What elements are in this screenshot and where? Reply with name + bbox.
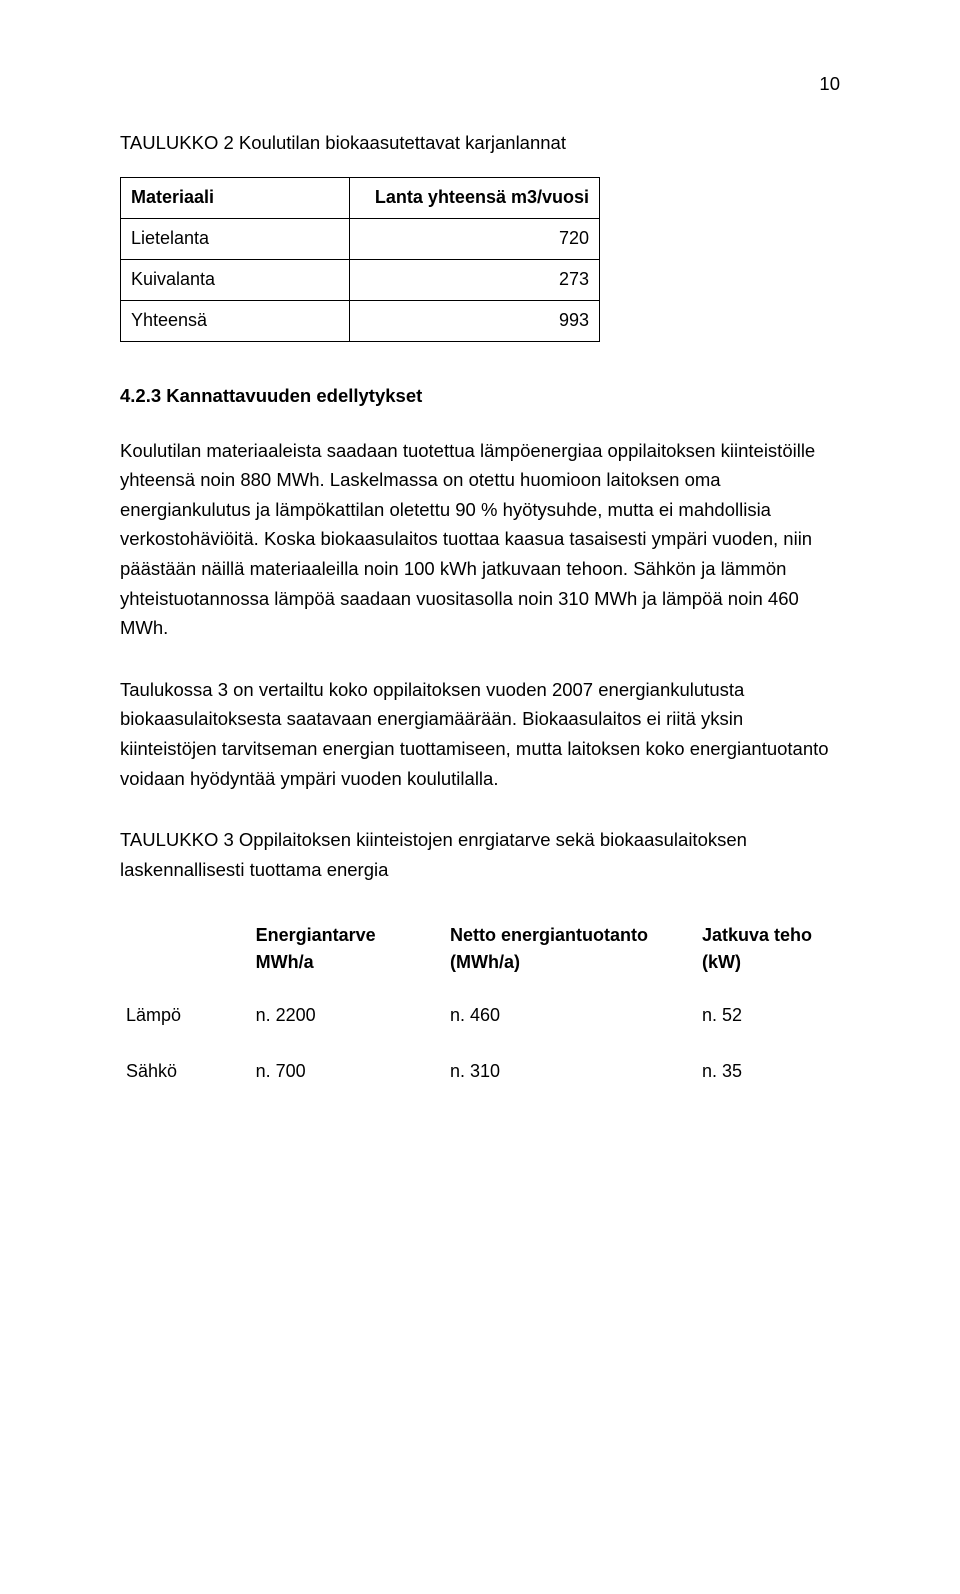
table3-cell: n. 35: [696, 1044, 840, 1100]
table3-cell: Lämpö: [120, 988, 250, 1044]
table1-cell: Lietelanta: [121, 219, 350, 260]
table3-cell: Sähkö: [120, 1044, 250, 1100]
table3-header-empty: [120, 914, 250, 988]
table3-cell: n. 310: [444, 1044, 696, 1100]
table-row: Sähkö n. 700 n. 310 n. 35: [120, 1044, 840, 1100]
table1-cell: Kuivalanta: [121, 260, 350, 301]
table3-cell: n. 460: [444, 988, 696, 1044]
section-heading: 4.2.3 Kannattavuuden edellytykset: [120, 382, 840, 411]
table3-cell: n. 52: [696, 988, 840, 1044]
table3: Energiantarve MWh/a Netto energiantuotan…: [120, 914, 840, 1100]
page-number: 10: [120, 70, 840, 99]
table3-cell: n. 700: [250, 1044, 444, 1100]
table3-header-net: Netto energiantuotanto (MWh/a): [444, 914, 696, 988]
paragraph-1: Koulutilan materiaaleista saadaan tuotet…: [120, 436, 840, 643]
table3-header-power: Jatkuva teho (kW): [696, 914, 840, 988]
table-row: Lietelanta 720: [121, 219, 600, 260]
table1-cell: 273: [350, 260, 600, 301]
paragraph-2: Taulukossa 3 on vertailtu koko oppilaito…: [120, 675, 840, 793]
table1-cell: 720: [350, 219, 600, 260]
table1-header-total: Lanta yhteensä m3/vuosi: [350, 178, 600, 219]
table1-title: TAULUKKO 2 Koulutilan biokaasutettavat k…: [120, 129, 840, 158]
table3-header-demand: Energiantarve MWh/a: [250, 914, 444, 988]
table3-cell: n. 2200: [250, 988, 444, 1044]
table1-cell: Yhteensä: [121, 301, 350, 342]
table-row: Lämpö n. 2200 n. 460 n. 52: [120, 988, 840, 1044]
table3-title: TAULUKKO 3 Oppilaitoksen kiinteistojen e…: [120, 825, 840, 884]
table1-cell: 993: [350, 301, 600, 342]
table1-header-material: Materiaali: [121, 178, 350, 219]
table-row: Kuivalanta 273: [121, 260, 600, 301]
table-row: Yhteensä 993: [121, 301, 600, 342]
table1: Materiaali Lanta yhteensä m3/vuosi Liete…: [120, 177, 600, 342]
